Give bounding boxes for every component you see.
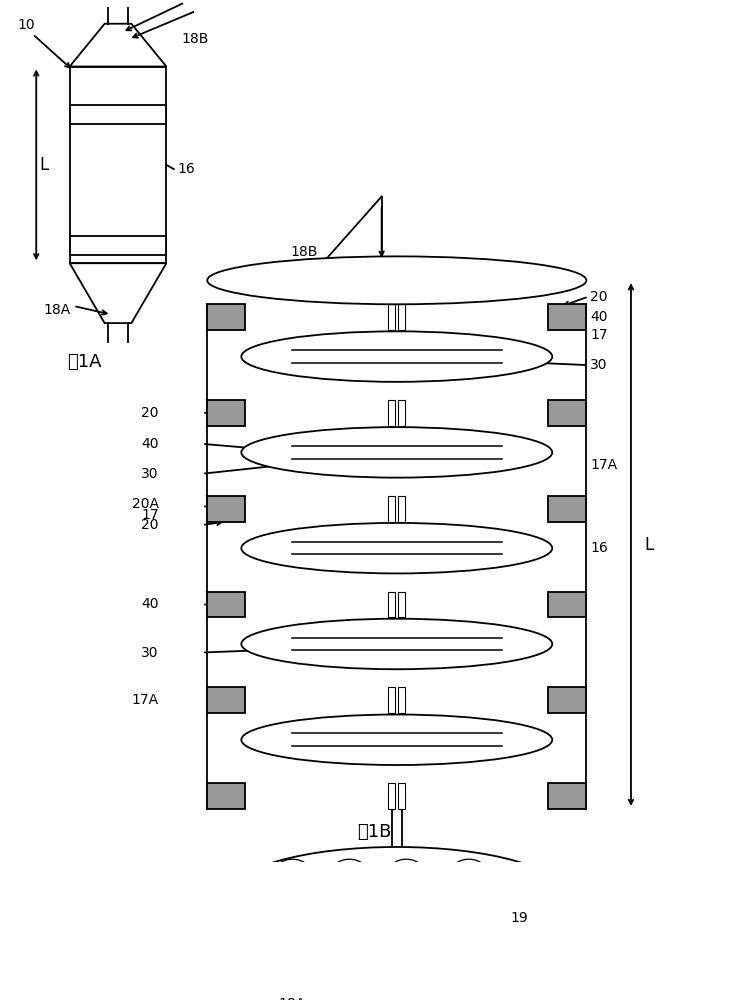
Text: 20: 20 bbox=[590, 290, 607, 304]
Bar bbox=[207, 496, 245, 522]
Bar bbox=[207, 592, 245, 617]
Ellipse shape bbox=[230, 847, 564, 941]
Text: 40: 40 bbox=[590, 310, 607, 324]
Text: 40: 40 bbox=[142, 437, 159, 451]
Text: 18B: 18B bbox=[181, 32, 208, 46]
Bar bbox=[388, 592, 395, 617]
Bar bbox=[388, 400, 395, 426]
Ellipse shape bbox=[466, 874, 509, 914]
Ellipse shape bbox=[352, 874, 396, 914]
Ellipse shape bbox=[241, 331, 552, 382]
Bar bbox=[211, 330, 583, 400]
Ellipse shape bbox=[270, 859, 315, 899]
Bar bbox=[388, 304, 395, 330]
Bar bbox=[207, 687, 245, 713]
Bar bbox=[207, 304, 245, 330]
Bar bbox=[548, 496, 586, 522]
Ellipse shape bbox=[409, 874, 452, 914]
Text: 图1A: 图1A bbox=[67, 353, 102, 371]
Polygon shape bbox=[70, 24, 166, 67]
Ellipse shape bbox=[447, 859, 491, 899]
Text: 30: 30 bbox=[142, 646, 159, 660]
Bar bbox=[548, 304, 586, 330]
Text: 20: 20 bbox=[142, 518, 159, 532]
Text: 40: 40 bbox=[142, 597, 159, 611]
Ellipse shape bbox=[327, 859, 372, 899]
Text: 16: 16 bbox=[178, 162, 195, 176]
Text: 18B: 18B bbox=[290, 245, 318, 259]
Text: 17A: 17A bbox=[132, 693, 159, 707]
Text: 17A: 17A bbox=[410, 266, 437, 280]
Bar bbox=[70, 236, 166, 255]
Ellipse shape bbox=[375, 889, 419, 929]
Bar bbox=[388, 783, 395, 809]
Bar bbox=[211, 617, 583, 687]
Bar bbox=[207, 783, 245, 809]
Polygon shape bbox=[70, 263, 166, 323]
Bar bbox=[548, 687, 586, 713]
Bar bbox=[211, 713, 583, 783]
Bar bbox=[398, 592, 405, 617]
Text: 30: 30 bbox=[142, 467, 159, 481]
Text: 图1B: 图1B bbox=[357, 823, 392, 841]
Bar bbox=[398, 496, 405, 522]
Bar bbox=[211, 426, 583, 496]
Text: 30: 30 bbox=[590, 358, 607, 372]
Ellipse shape bbox=[241, 619, 552, 669]
Bar bbox=[388, 496, 395, 522]
Ellipse shape bbox=[241, 523, 552, 573]
Bar bbox=[548, 592, 586, 617]
Bar bbox=[211, 522, 583, 592]
Bar bbox=[70, 105, 166, 124]
Ellipse shape bbox=[436, 889, 479, 929]
Bar bbox=[207, 400, 245, 426]
Text: 17: 17 bbox=[142, 508, 159, 522]
Ellipse shape bbox=[295, 874, 339, 914]
Bar bbox=[398, 400, 405, 426]
Text: 10: 10 bbox=[18, 18, 35, 32]
Bar bbox=[398, 783, 405, 809]
Ellipse shape bbox=[318, 889, 362, 929]
Bar bbox=[388, 687, 395, 713]
Ellipse shape bbox=[241, 427, 552, 478]
Text: 19: 19 bbox=[511, 911, 528, 925]
Bar bbox=[398, 304, 405, 330]
Text: L: L bbox=[644, 536, 654, 554]
Bar bbox=[70, 67, 166, 263]
Bar bbox=[398, 687, 405, 713]
Ellipse shape bbox=[241, 715, 552, 765]
Text: 16: 16 bbox=[590, 541, 608, 555]
Text: L: L bbox=[39, 156, 48, 174]
Bar bbox=[548, 400, 586, 426]
Text: 17A: 17A bbox=[590, 458, 617, 472]
Text: 18A: 18A bbox=[279, 997, 306, 1000]
Text: 18A: 18A bbox=[43, 303, 71, 317]
Bar bbox=[548, 783, 586, 809]
Text: 19A: 19A bbox=[412, 537, 439, 551]
Text: 20: 20 bbox=[142, 406, 159, 420]
Ellipse shape bbox=[207, 256, 586, 304]
Text: 20A: 20A bbox=[132, 497, 159, 511]
Ellipse shape bbox=[384, 859, 428, 899]
Text: 17: 17 bbox=[590, 328, 607, 342]
